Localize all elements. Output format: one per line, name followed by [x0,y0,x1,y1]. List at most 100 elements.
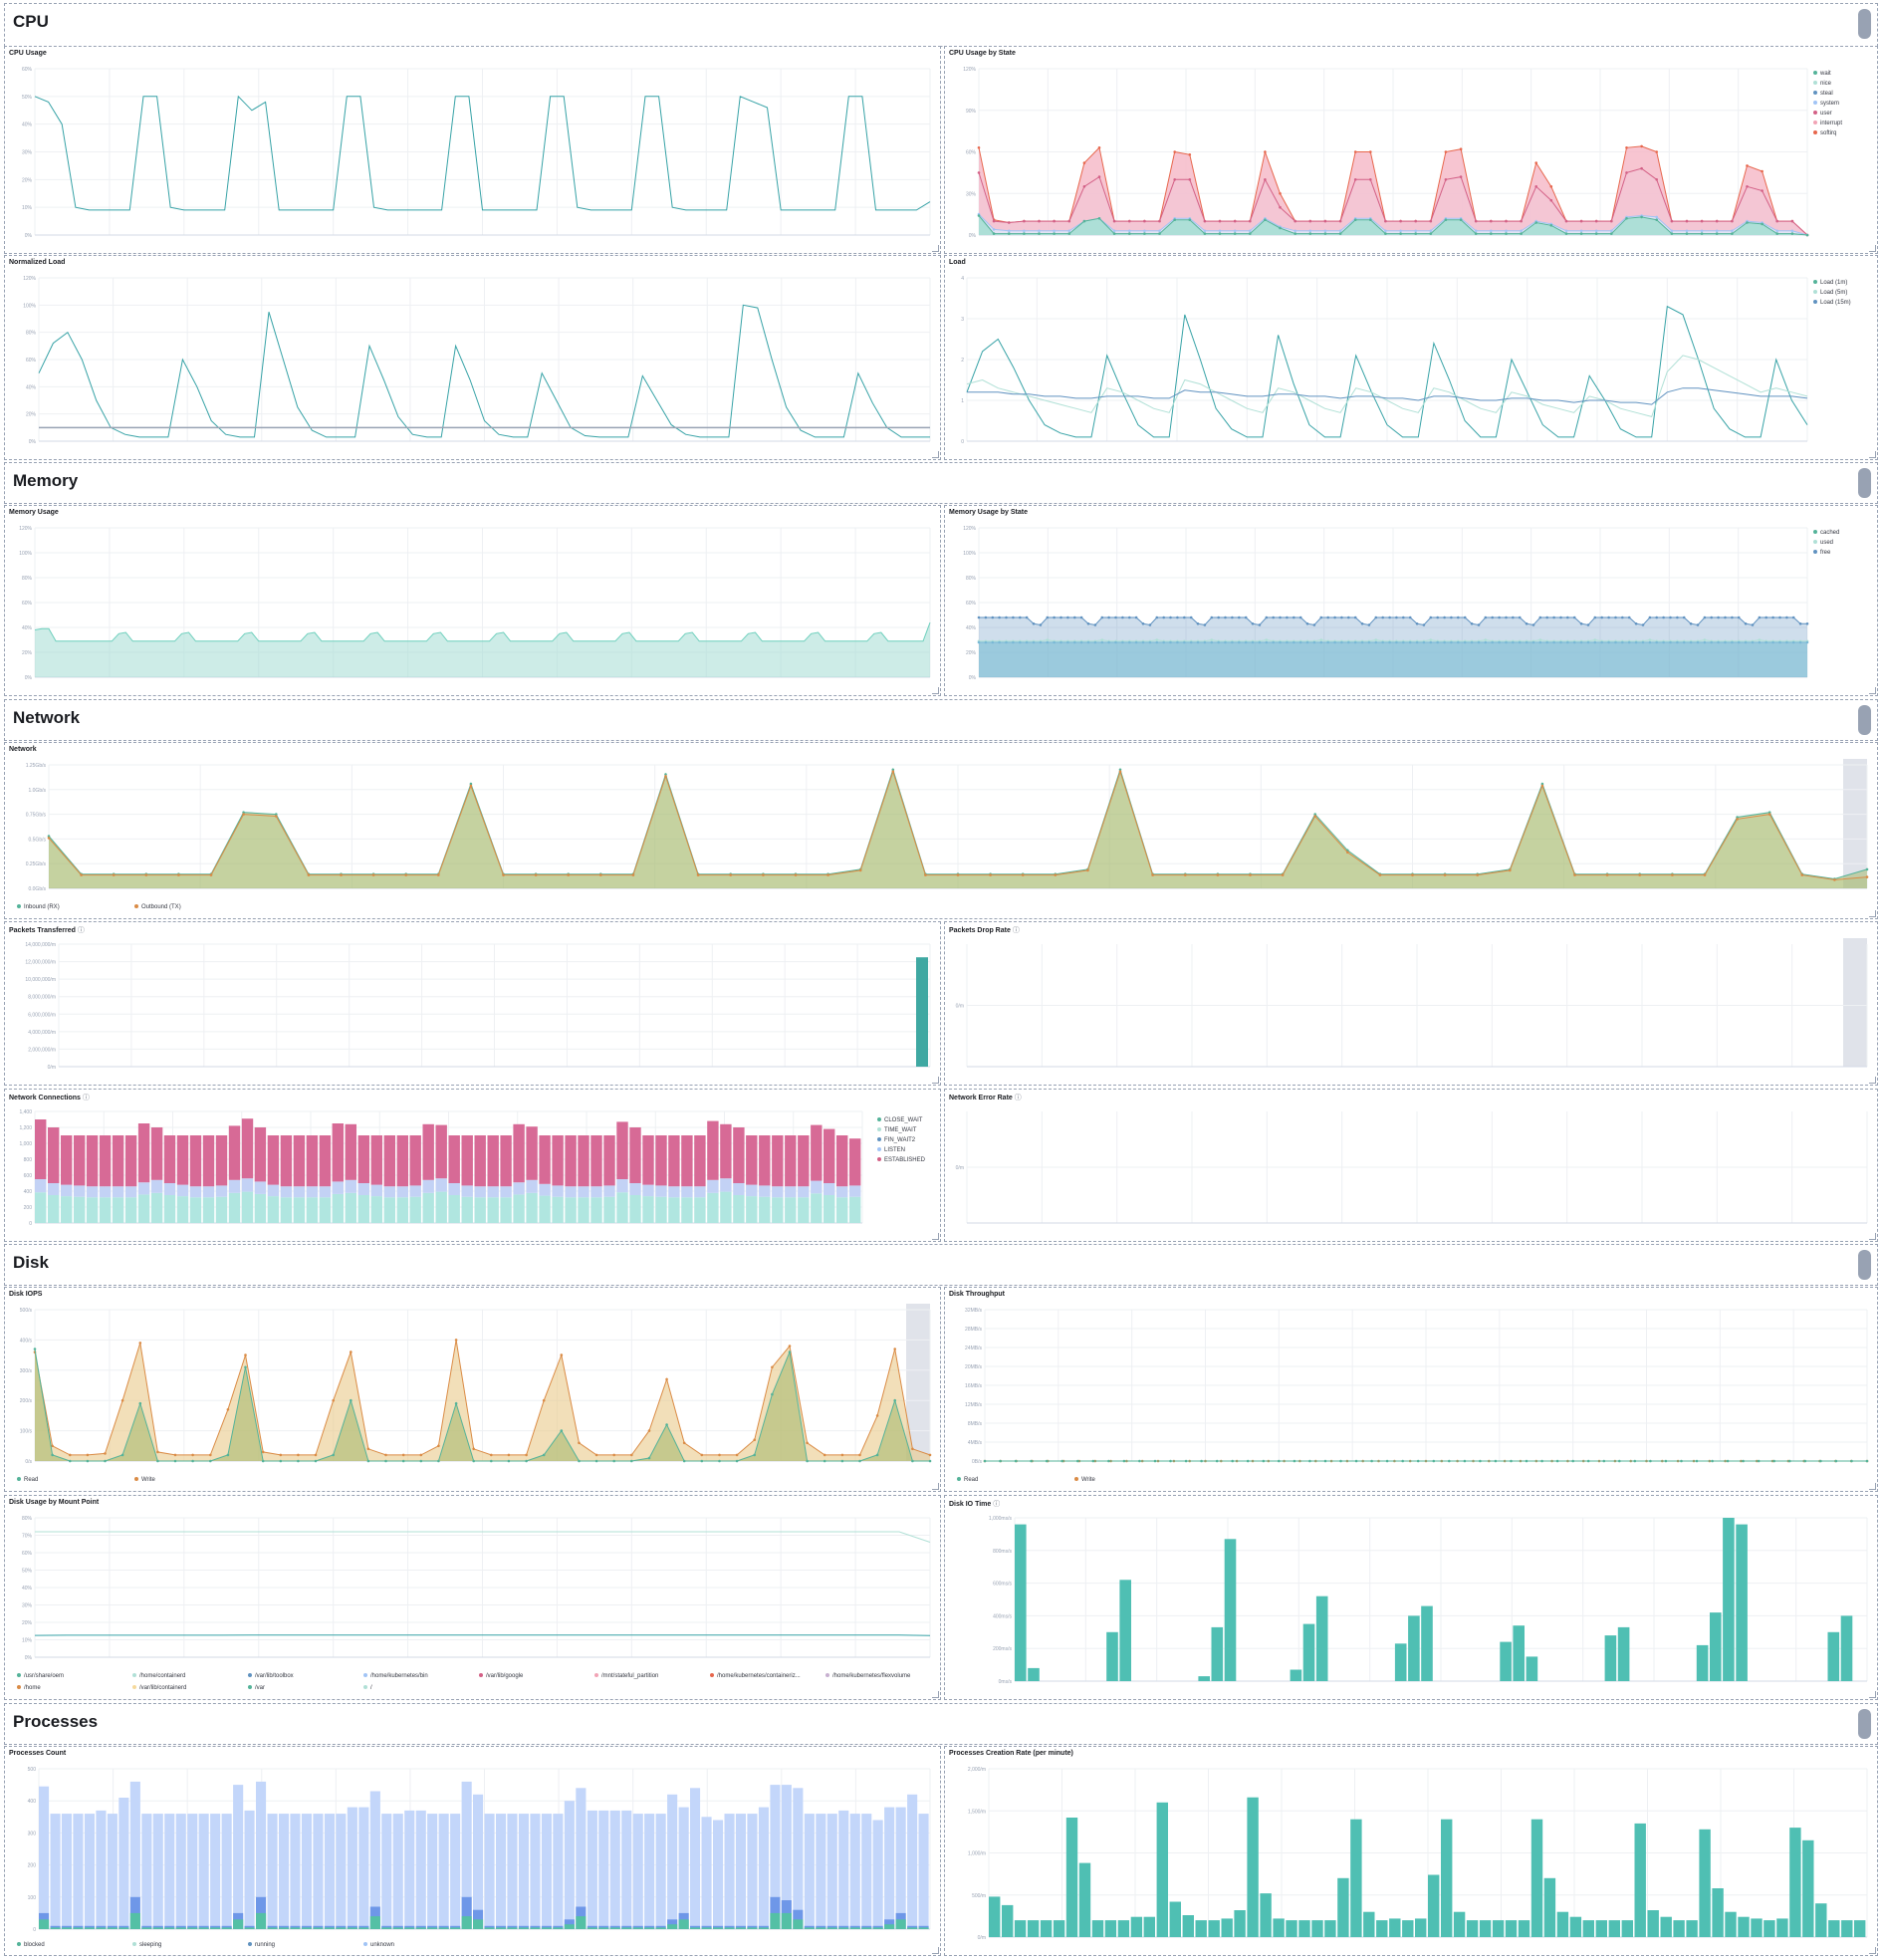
disk-throughput-chart[interactable]: 0B/s 4MB/s 8MB/s 12MB/s 16MB/s 20MB/s 24MB/s 28… [945,1288,1879,1493]
resize-handle[interactable] [1869,687,1876,694]
panel-processes-rate[interactable]: Processes Creation Rate (per minute) 0/m… [944,1746,1878,1956]
panel-memory-usage[interactable]: Memory Usage 0% 20% 40% 60% 80% 100% 120% [4,505,941,696]
memory-usage-chart[interactable]: 0% 20% 40% 60% 80% 100% 120% [5,506,942,697]
legend-item-write[interactable]: Write [1074,1477,1095,1483]
resize-handle[interactable] [1869,245,1876,252]
section-drag-handle-network[interactable] [1858,705,1871,735]
network-error-rate-chart[interactable]: 0/m [945,1090,1879,1243]
section-network[interactable]: Network [4,699,1878,741]
resize-handle[interactable] [932,451,939,458]
network-connections-chart[interactable]: 0 200 400 600 800 1,000 1,200 1,400 [5,1090,942,1243]
legend-item-var-lib-toolbox[interactable]: /var/lib/toolbox [248,1673,294,1679]
network-chart[interactable]: 0.0Gb/s 0.25Gb/s 0.5Gb/s 0.75Gb/s 1.0Gb/s 1.2… [5,743,1879,920]
resize-handle[interactable] [1869,451,1876,458]
legend-item-running[interactable]: running [248,1942,275,1948]
panel-packets-drop-rate[interactable]: Packets Drop Rate ⓘ 0/m [944,921,1878,1086]
panel-packets-transferred[interactable]: Packets Transferred ⓘ 0/m 2,000,000/m 4,00… [4,921,941,1086]
legend-item-interrupt[interactable]: interrupt [1813,121,1842,126]
legend-item-system[interactable]: system [1813,101,1839,107]
legend-item-used[interactable]: used [1813,540,1833,546]
resize-handle[interactable] [932,1947,939,1954]
resize-handle[interactable] [932,1077,939,1084]
legend-item-close-wait[interactable]: CLOSE_WAIT [877,1117,922,1123]
legend-item-write[interactable]: Write [134,1477,155,1483]
processes-count-chart[interactable]: 0 100 200 300 400 500 [5,1747,942,1957]
legend-item-home-kubernetes-bin[interactable]: /home/kubernetes/bin [363,1673,428,1679]
panel-network[interactable]: Network 0.0Gb/s 0.25Gb/s 0.5Gb/s 0.75Gb/s 1.… [4,742,1878,919]
legend-item-var-lib-google[interactable]: /var/lib/google [479,1673,523,1679]
panel-disk-usage-mount[interactable]: Disk Usage by Mount Point 0% 10% 20% 30% 40%… [4,1495,941,1700]
resize-handle[interactable] [1869,1947,1876,1954]
legend-item-unknown[interactable]: unknown [363,1942,394,1948]
panel-memory-by-state[interactable]: Memory Usage by State 0% 20% 40% 60% 80% 100%… [944,505,1878,696]
resize-handle[interactable] [932,1483,939,1490]
cpu-by-state-chart[interactable]: 0% 30% 60% 90% 120% [945,47,1879,255]
legend-item-home-kubernetes-containerized[interactable]: /home/kubernetes/containeriz... [710,1673,801,1679]
panel-disk-throughput[interactable]: Disk Throughput 0B/s 4MB/s 8MB/s 12MB/s 16MB… [944,1287,1878,1492]
cpu-usage-chart[interactable]: 0% 10% 20% 30% 40% 50% 60% [5,47,942,255]
resize-handle[interactable] [1869,1691,1876,1698]
legend-item-usr-share-oem[interactable]: /usr/share/oem [17,1673,64,1679]
resize-handle[interactable] [932,687,939,694]
disk-iops-chart[interactable]: 0/s 100/s 200/s 300/s 400/s 500/s [5,1288,942,1493]
resize-handle[interactable] [932,245,939,252]
panel-network-error-rate[interactable]: Network Error Rate ⓘ 0/m [944,1089,1878,1242]
legend-item-sleeping[interactable]: sleeping [132,1942,161,1948]
disk-io-time-chart[interactable]: 0ms/s 200ms/s 400ms/s 600ms/s 800ms/s 1,000ms… [945,1496,1879,1701]
panel-normalized-load[interactable]: Normalized Load 0% 20% 40% 60% 80% 100% 120% [4,255,941,460]
section-processes[interactable]: Processes [4,1703,1878,1745]
legend-item-var[interactable]: /var [248,1685,265,1691]
legend-item-wait[interactable]: wait [1813,71,1831,77]
legend-item-home-containerd[interactable]: /home/containerd [132,1673,185,1679]
legend-item-user[interactable]: user [1813,111,1832,117]
legend-item-load-5m[interactable]: Load (5m) [1813,290,1847,296]
normalized-load-chart[interactable]: 0% 20% 40% 60% 80% 100% 120% [5,256,942,461]
info-icon[interactable]: ⓘ [993,1501,1001,1508]
resize-handle[interactable] [1869,1483,1876,1490]
panel-cpu-by-state[interactable]: CPU Usage by State 0% 30% 60% 90% 120% wait … [944,46,1878,254]
section-drag-handle-cpu[interactable] [1858,9,1871,39]
legend-item-load-1m[interactable]: Load (1m) [1813,280,1847,286]
legend-item-root[interactable]: / [363,1685,372,1691]
panel-processes-count[interactable]: Processes Count 0 100 200 300 400 500 blocked… [4,1746,941,1956]
legend-item-inbound[interactable]: Inbound (RX) [17,904,60,910]
legend-item-softirq[interactable]: softirq [1813,130,1836,136]
legend-item-cached[interactable]: cached [1813,530,1839,536]
resize-handle[interactable] [1869,910,1876,917]
info-icon[interactable]: ⓘ [82,1095,90,1102]
panel-disk-iops[interactable]: Disk IOPS 0/s 100/s 200/s 300/s 400/s 500/s R… [4,1287,941,1492]
legend-item-steal[interactable]: steal [1813,91,1833,97]
legend-item-time-wait[interactable]: TIME_WAIT [877,1127,916,1133]
info-icon[interactable]: ⓘ [1014,1095,1022,1102]
legend-item-fin-wait2[interactable]: FIN_WAIT2 [877,1137,915,1143]
panel-cpu-usage[interactable]: CPU Usage 0% 10% 20% 30% 40% 50% 60% [4,46,941,254]
legend-item-outbound[interactable]: Outbound (TX) [134,904,181,910]
load-chart[interactable]: 0 1 2 3 4 [945,256,1879,461]
legend-item-read[interactable]: Read [17,1477,38,1483]
legend-item-nice[interactable]: nice [1813,81,1831,87]
section-drag-handle-processes[interactable] [1858,1709,1871,1739]
section-drag-handle-memory[interactable] [1858,468,1871,498]
legend-item-listen[interactable]: LISTEN [877,1147,905,1153]
legend-item-free[interactable]: free [1813,550,1830,556]
section-drag-handle-disk[interactable] [1858,1250,1871,1280]
section-memory[interactable]: Memory [4,462,1878,504]
resize-handle[interactable] [932,1691,939,1698]
legend-item-mnt-stateful-partition[interactable]: /mnt/stateful_partition [594,1673,658,1679]
processes-rate-chart[interactable]: 0/m 500/m 1,000/m 1,500/m 2,000/m [945,1747,1879,1957]
resize-handle[interactable] [1869,1077,1876,1084]
legend-item-load-15m[interactable]: Load (15m) [1813,300,1851,306]
packets-drop-rate-chart[interactable]: 0/m [945,922,1879,1087]
legend-item-blocked[interactable]: blocked [17,1942,45,1948]
info-icon[interactable]: ⓘ [77,927,85,934]
legend-item-home-kubernetes-flexvolume[interactable]: /home/kubernetes/flexvolume [825,1673,910,1679]
disk-usage-mount-chart[interactable]: 0% 10% 20% 30% 40% 50% 60% 70% 80% [5,1496,942,1701]
legend-item-home[interactable]: /home [17,1685,41,1691]
panel-disk-io-time[interactable]: Disk IO Time ⓘ 0ms/s 200ms/s 400ms/s 600ms/… [944,1495,1878,1700]
legend-item-established[interactable]: ESTABLISHED [877,1157,925,1163]
info-icon[interactable]: ⓘ [1012,927,1020,934]
panel-network-connections[interactable]: Network Connections ⓘ 0 200 400 600 800 1,000… [4,1089,941,1242]
panel-load[interactable]: Load 0 1 2 3 4 Load (1m) Load (5m) Load (15m… [944,255,1878,460]
section-cpu[interactable]: CPU [4,3,1878,47]
packets-transferred-chart[interactable]: 0/m 2,000,000/m 4,000,000/m 6,000,000/m 8,00… [5,922,942,1087]
